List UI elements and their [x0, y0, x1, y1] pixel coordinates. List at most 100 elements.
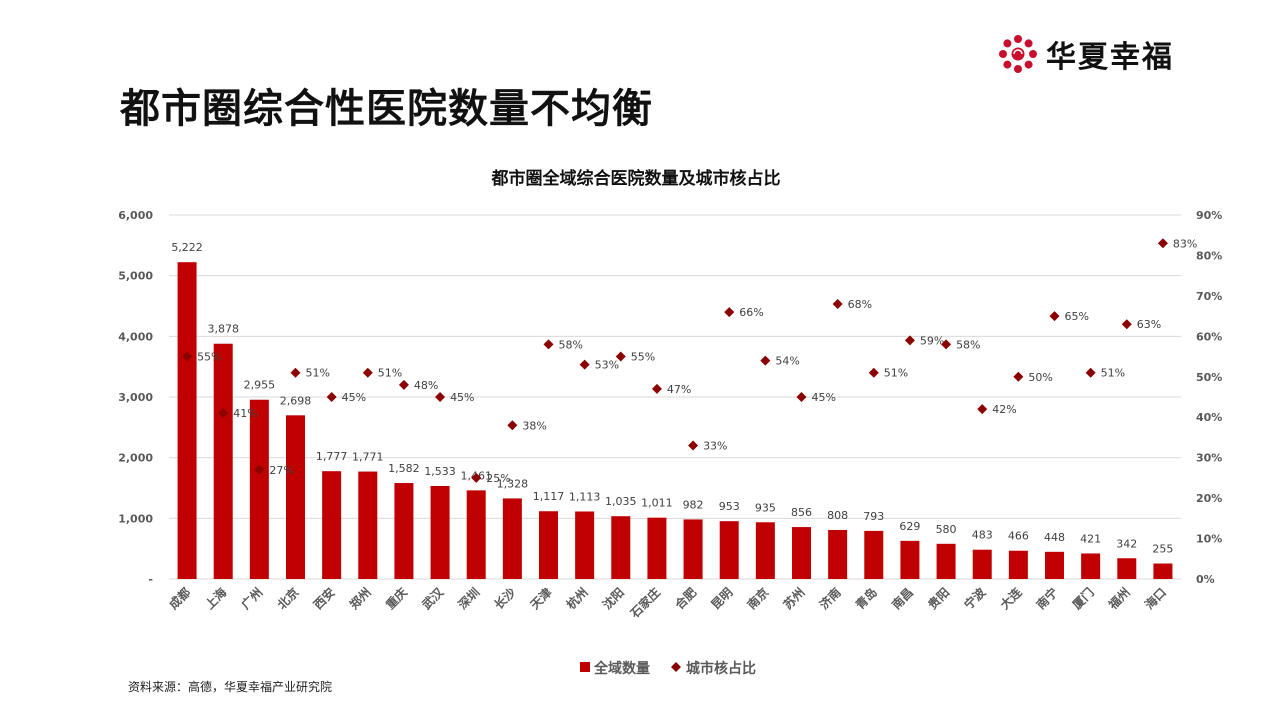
bar-value-label: 1,771 — [352, 451, 384, 464]
right-tick-label: 70% — [1196, 290, 1222, 303]
left-tick-label: - — [148, 573, 153, 586]
ratio-label: 83% — [1173, 237, 1197, 250]
category-label: 广州 — [238, 585, 266, 613]
bar — [1081, 553, 1101, 579]
category-label: 沈阳 — [599, 585, 627, 613]
bar — [213, 343, 233, 579]
ratio-label: 41% — [233, 407, 257, 420]
bar — [466, 490, 486, 579]
ratio-marker — [760, 355, 771, 366]
ratio-label: 42% — [992, 403, 1016, 416]
category-label: 西安 — [310, 585, 338, 613]
category-label: 济南 — [816, 585, 844, 613]
right-tick-label: 90% — [1196, 209, 1222, 222]
ratio-label: 55% — [631, 351, 655, 364]
right-tick-label: 0% — [1196, 573, 1215, 586]
bar-value-label: 466 — [1008, 530, 1029, 543]
ratio-label: 48% — [414, 379, 438, 392]
ratio-marker — [1085, 367, 1096, 378]
bar — [286, 415, 305, 579]
bar-value-label: 2,698 — [280, 394, 312, 407]
ratio-marker — [1121, 319, 1132, 330]
ratio-label: 38% — [522, 419, 546, 432]
category-label: 长沙 — [491, 585, 519, 613]
bar — [972, 549, 992, 579]
right-tick-label: 30% — [1196, 452, 1222, 465]
ratio-marker — [507, 420, 518, 431]
bar-value-label: 342 — [1116, 537, 1137, 550]
category-label: 北京 — [274, 585, 302, 613]
bar-value-label: 1,011 — [641, 497, 673, 510]
right-tick-label: 40% — [1196, 411, 1222, 424]
bar — [177, 262, 197, 579]
ratio-marker — [651, 383, 662, 394]
bar — [1045, 551, 1064, 579]
bar-value-label: 1,777 — [316, 450, 348, 463]
category-label: 南宁 — [1033, 585, 1061, 613]
right-tick-label: 60% — [1196, 330, 1222, 343]
category-label: 贵阳 — [925, 585, 953, 613]
bar — [502, 498, 522, 579]
bar-value-label: 629 — [899, 520, 920, 533]
category-label: 南京 — [744, 585, 772, 613]
legend-label-ratio: 城市核占比 — [686, 660, 756, 677]
ratio-marker — [615, 351, 626, 362]
left-tick-label: 5,000 — [118, 270, 153, 283]
ratio-marker — [796, 392, 807, 402]
source-note: 资料来源：高德，华夏幸福产业研究院 — [128, 680, 333, 694]
company-logo: 华夏幸福 — [998, 32, 1174, 76]
bar — [683, 519, 703, 579]
ratio-marker — [398, 379, 409, 390]
ratio-marker — [868, 367, 879, 378]
ratio-marker — [1049, 311, 1060, 322]
category-label: 郑州 — [346, 585, 374, 613]
ratio-marker — [290, 367, 301, 378]
category-label: 上海 — [202, 585, 230, 613]
bar-value-label: 1,533 — [424, 465, 456, 478]
ratio-marker — [543, 339, 554, 350]
legend-diamond-icon — [671, 662, 681, 672]
ratio-marker — [362, 367, 373, 378]
bar — [394, 483, 414, 579]
bar — [1117, 558, 1137, 579]
ratio-marker — [182, 351, 193, 362]
right-tick-label: 50% — [1196, 371, 1222, 384]
bar-value-label: 1,582 — [388, 462, 420, 475]
bar-value-label: 953 — [719, 500, 740, 513]
category-label: 福州 — [1105, 585, 1133, 613]
category-label: 厦门 — [1069, 585, 1097, 613]
bar-value-label: 3,878 — [207, 323, 239, 336]
ratio-marker — [254, 464, 265, 475]
bar-value-label: 808 — [827, 509, 848, 522]
chart-title: 都市圈全域综合医院数量及城市核占比 — [491, 168, 781, 189]
ratio-label: 45% — [342, 391, 366, 404]
category-label: 杭州 — [563, 585, 591, 613]
ratio-marker — [579, 359, 590, 370]
category-label: 宁波 — [961, 584, 989, 612]
category-label: 海口 — [1141, 585, 1169, 613]
category-label: 成都 — [166, 585, 194, 613]
legend-label-count: 全域数量 — [593, 660, 650, 677]
category-label: 重庆 — [382, 585, 410, 613]
bar-value-label: 448 — [1044, 531, 1065, 544]
left-tick-label: 1,000 — [118, 512, 153, 525]
category-label: 深圳 — [455, 585, 483, 613]
ratio-marker — [904, 335, 915, 346]
category-label: 苏州 — [780, 585, 808, 613]
ratio-marker — [1013, 371, 1024, 382]
category-label: 天津 — [527, 585, 555, 613]
ratio-marker — [977, 404, 988, 415]
bar-value-label: 483 — [972, 529, 993, 542]
category-label: 南昌 — [888, 585, 916, 613]
ratio-label: 63% — [1137, 318, 1161, 331]
bar — [539, 511, 558, 579]
ratio-marker — [941, 339, 952, 350]
bar — [828, 529, 848, 579]
legend: 全域数量 城市核占比 — [580, 660, 756, 677]
ratio-label: 65% — [1065, 310, 1089, 323]
ratio-label: 51% — [306, 367, 330, 380]
bar-value-label: 1,113 — [569, 490, 601, 503]
ratio-marker — [724, 307, 735, 318]
ratio-label: 45% — [450, 391, 474, 404]
